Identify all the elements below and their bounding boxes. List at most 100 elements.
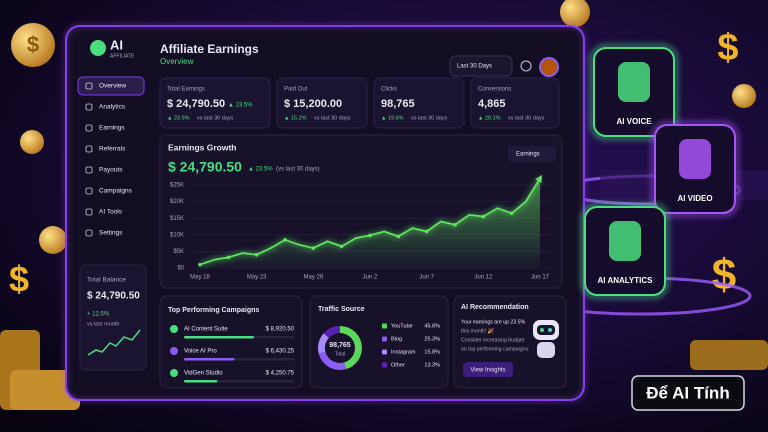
x-tick-label: May 23: [247, 275, 267, 281]
line-point: [368, 233, 372, 238]
donut-chart: YouTube 45.6% Blog 25.3% Instagram 15.8% Other…: [318, 323, 440, 370]
nav-item[interactable]: Campaigns: [99, 188, 133, 195]
watermark-box: [631, 375, 745, 411]
donut-center-value: 98,765: [329, 342, 351, 349]
chart-note: (vs last 30 days): [276, 167, 320, 173]
svg-text:$: $: [27, 32, 39, 57]
campaign-icon: [170, 369, 178, 377]
robot: [533, 320, 559, 358]
kpi-label: Total Earnings: [167, 87, 205, 93]
kpi-note: vs last 30 days: [197, 115, 234, 121]
kpi-label: Paid Out: [284, 87, 308, 93]
campaigns-card: [159, 295, 303, 389]
line-point: [226, 255, 231, 260]
sidebar: Overview Analytics Earnings Referrals Payout…: [77, 76, 145, 237]
nav-item[interactable]: Overview: [99, 83, 126, 90]
y-tick-label: $10K: [170, 232, 184, 238]
campaign-name: Voice AI Pro: [184, 349, 217, 355]
balance-card: [79, 264, 147, 371]
campaign-bar: [184, 380, 218, 383]
recommendation-line: Your earnings are up 23.5%: [461, 319, 526, 325]
y-tick-label: $25K: [170, 183, 184, 189]
feature-label: AI VOICE: [616, 117, 652, 126]
nav-item[interactable]: Settings: [99, 230, 123, 237]
legend-value: 15.8%: [424, 349, 440, 355]
line-point: [254, 252, 259, 257]
donut-center-label: Total: [335, 351, 346, 357]
x-tick-label: May 28: [303, 275, 323, 281]
x-tick-label: May 18: [190, 275, 210, 281]
line-point: [481, 214, 486, 219]
legend-label: Blog: [391, 336, 402, 342]
chart-headline: $ 24,790.50: [168, 159, 242, 175]
svg-text:$: $: [9, 259, 29, 300]
nav-item[interactable]: Referrals: [99, 146, 126, 153]
nav-icon: [85, 229, 93, 237]
balance-value: $ 24,790.50: [87, 291, 140, 302]
campaigns-title: Top Performing Campaigns: [168, 307, 259, 314]
nav-icon: [85, 124, 93, 132]
nav-item[interactable]: AI Tools: [99, 209, 123, 216]
legend-swatch: [382, 336, 387, 342]
balance-label: Total Balance: [87, 277, 126, 284]
kpi-value: $ 24,790.50: [167, 98, 225, 110]
nav-item[interactable]: Payouts: [99, 167, 123, 174]
kpi-note: vs last 30 days: [411, 115, 448, 121]
nav-item[interactable]: Earnings: [99, 125, 125, 132]
kpi-label: Clicks: [381, 87, 397, 93]
metric-selector[interactable]: [508, 146, 556, 162]
insights-button[interactable]: [463, 362, 513, 377]
legend-swatch: [382, 323, 387, 329]
nav-icon: [85, 208, 93, 216]
nav-item[interactable]: Analytics: [99, 104, 126, 111]
period-label: Last 30 Days: [457, 64, 492, 70]
feature-label: AI VIDEO: [677, 194, 712, 203]
kpi-note: vs last 30 days: [508, 115, 545, 121]
bell-icon[interactable]: [520, 60, 532, 72]
period-selector[interactable]: [449, 55, 513, 77]
feature-icon: [618, 62, 650, 102]
nav-icon: [85, 145, 93, 153]
feature-label: AI ANALYTICS: [598, 276, 654, 285]
nav-icon: [85, 187, 93, 195]
logo-tagline: AFFILIATE: [110, 53, 135, 59]
donut-slice: [318, 351, 346, 370]
legend-swatch: [382, 362, 387, 368]
donut-slice: [318, 333, 329, 354]
svg-text:$: $: [717, 27, 738, 69]
kpi-change: ▲ 15.2%: [284, 115, 307, 121]
feature-icon: [679, 139, 711, 179]
line-chart: $0 $5K $10K $15K $20K $25K May 18 May 23 May 28 J…: [170, 174, 552, 281]
kpi-row: Total Earnings$ 24,790.50 ▲ 23.5%▲ 23.5% v…: [159, 77, 560, 129]
campaign-icon: [170, 347, 178, 355]
logo-icon: [90, 40, 106, 56]
kpi-card: [373, 77, 465, 129]
recommendation-line: this month! 🎉: [461, 327, 495, 334]
recommendation-title: AI Recommendation: [461, 304, 529, 311]
legend-label: Other: [391, 362, 405, 368]
line-point: [509, 211, 514, 215]
page-subtitle: Overview: [160, 57, 194, 66]
balance-change: + 12.5%: [87, 312, 110, 318]
nav-icon: [85, 103, 93, 111]
kpi-value: 4,865: [478, 98, 506, 110]
kpi-card: [159, 77, 271, 129]
recommendation-line: on top performing campaigns.: [461, 346, 530, 352]
kpi-change: ▲ 23.5%: [167, 115, 190, 121]
campaign-value: $ 4,250.75: [266, 371, 295, 377]
line-point: [198, 262, 202, 267]
nav-active: [77, 76, 145, 96]
y-tick-label: $15K: [170, 216, 184, 222]
line-point: [311, 246, 316, 250]
donut-slice: [323, 326, 340, 338]
svg-text:$: $: [712, 251, 736, 300]
insights-button-label: View Insights: [470, 368, 505, 374]
campaign-list: AI Content Suite $ 8,920.50 Voice AI Pro $ …: [170, 325, 295, 383]
x-tick-label: Jun 2: [363, 275, 378, 281]
kpi-badge: ▲ 23.5%: [228, 103, 253, 109]
traffic-title: Traffic Source: [318, 306, 365, 313]
line-point: [339, 244, 344, 249]
avatar[interactable]: [539, 57, 559, 77]
x-tick-label: Jun 17: [531, 275, 550, 281]
